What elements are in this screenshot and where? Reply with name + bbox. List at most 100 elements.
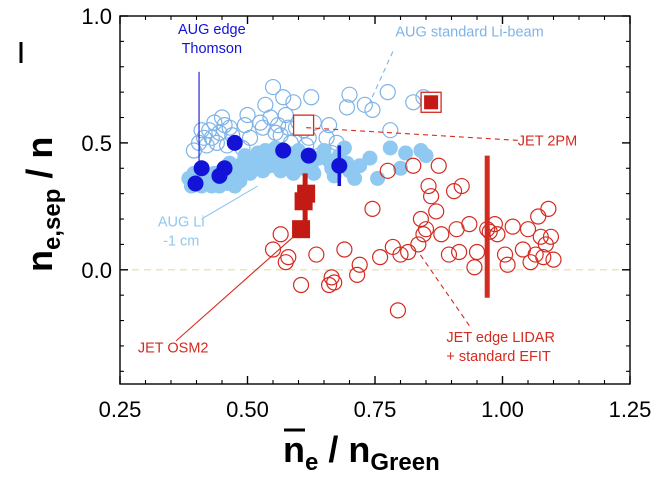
- jet-lidar-point: [392, 246, 409, 263]
- x-axis-title: ne / nGreen: [283, 429, 440, 476]
- jet-2pm-label: JET 2PM: [518, 133, 577, 149]
- aug-li-beam-point: [338, 99, 356, 116]
- aug-thomson-label: AUG edge: [178, 22, 246, 38]
- aug-thomson-point: [216, 160, 233, 177]
- aug-li-beam-point: [364, 101, 381, 119]
- aug-li-1cm-point: [418, 148, 434, 164]
- aug-li-1cm-point: [398, 145, 414, 161]
- y-tick-label: 0.0: [81, 258, 112, 283]
- jet-lidar-point: [423, 188, 440, 205]
- x-tick-label: 1.25: [609, 397, 652, 422]
- aug-li-label: AUG Li: [158, 215, 205, 231]
- axes-layer: [119, 15, 631, 385]
- aug-li-1cm-point: [362, 150, 378, 166]
- jet-lidar-point: [364, 200, 381, 217]
- y-axis-title: ne,sep / n: [19, 137, 66, 272]
- jet-lidar-point: [420, 177, 437, 195]
- annotation-layer: AUG edge Thomson AUG standard Li-beam JET 2…: [138, 22, 577, 365]
- y-tick-label: 0.5: [81, 131, 112, 156]
- aug-li-1cm-point: [393, 160, 408, 176]
- aug-thomson-point: [193, 160, 210, 177]
- tick-label-layer: 0.25 0.50 0.75 1.00 1.25 0.0 0.5 1.0: [81, 4, 651, 422]
- jet-lidar-point: [468, 243, 486, 261]
- jet-lidar-point: [466, 259, 483, 276]
- jet-lidar-point: [440, 246, 458, 263]
- jet-lidar-point: [389, 302, 407, 319]
- jet-lidar-point: [430, 157, 447, 174]
- jet-osm2-point: [297, 184, 316, 203]
- aug-thomson-point: [331, 157, 348, 174]
- aug-li-beam-point: [321, 117, 338, 134]
- aug-thomson-label: Thomson: [182, 41, 242, 57]
- jet-lidar-point: [489, 226, 506, 243]
- jet-lidar-point: [545, 251, 562, 268]
- aug-li-leader-line: [201, 185, 258, 220]
- jet-lidar-point: [326, 274, 343, 291]
- aug-li-1cm-point: [232, 173, 248, 189]
- aug-thomson-point: [226, 134, 243, 151]
- jet-lidar-point: [542, 228, 560, 245]
- jet-lidar-point: [451, 243, 468, 261]
- aug-li-beam-point: [379, 84, 396, 101]
- jet-lidar-leader-line: [417, 251, 470, 326]
- y-axis-title-group: ne,sep / n: [19, 42, 66, 272]
- jet-lidar-point: [433, 226, 450, 243]
- aug-thomson-point: [187, 175, 204, 192]
- jet-2pm-point-fill: [424, 95, 439, 110]
- jet-lidar-point: [496, 246, 514, 263]
- jet-lidar-point: [280, 249, 297, 266]
- jet-osm2-point: [292, 220, 311, 239]
- x-tick-label: 0.50: [226, 397, 269, 422]
- jet-lidar-point: [292, 276, 310, 294]
- jet-lidar-point: [405, 157, 422, 174]
- aug-li-label: -1 cm: [163, 234, 199, 250]
- aug-li-beam-point: [239, 106, 256, 124]
- jet-2pm-point: [292, 114, 315, 136]
- y-tick-label: 1.0: [81, 4, 112, 29]
- jet-lidar-point: [410, 236, 427, 253]
- jet-lidar-point: [349, 266, 366, 283]
- jet-lidar-point: [428, 203, 445, 220]
- jet-lidar-point: [379, 162, 396, 179]
- jet-lidar-point: [351, 256, 368, 273]
- jet-lidar-point: [519, 221, 537, 238]
- series-layer: [181, 78, 562, 319]
- jet-lidar-point: [417, 221, 435, 238]
- aug-li-beam-point: [275, 89, 292, 106]
- jet-osm2-leader-line: [175, 236, 294, 342]
- aug-li-beam-label: AUG standard Li-beam: [395, 24, 543, 40]
- jet-lidar-point: [499, 256, 516, 273]
- aug-li-beam-point: [382, 122, 399, 139]
- jet-lidar-point: [535, 249, 552, 266]
- jet-lidar-point: [272, 226, 289, 243]
- axis-title-layer: ne / nGreen ne,sep / n: [19, 42, 440, 476]
- aug-li-1cm-point: [347, 170, 363, 186]
- aug-li-beam-point: [241, 129, 259, 146]
- aug-li-beam-point: [208, 134, 225, 151]
- jet-lidar-label: + standard EFIT: [446, 349, 551, 365]
- aug-li-beam-point: [285, 94, 302, 111]
- plot-frame: [119, 15, 631, 385]
- jet-lidar-point: [540, 200, 557, 217]
- jet-lidar-label: JET edge LIDAR: [446, 330, 555, 346]
- jet-lidar-point: [504, 218, 521, 235]
- aug-li-beam-point: [264, 78, 282, 96]
- x-tick-label: 0.75: [354, 397, 397, 422]
- jet-lidar-point: [453, 177, 470, 195]
- jet-2pm-leader-line: [306, 127, 518, 141]
- jet-lidar-point: [461, 216, 478, 233]
- aug-li-1cm-point: [382, 140, 398, 156]
- aug-thomson-point: [275, 142, 292, 159]
- aug-li-1cm-point: [352, 158, 368, 174]
- jet-lidar-point: [412, 210, 429, 228]
- aug-thomson-point: [300, 147, 317, 164]
- aug-li-1cm-point: [306, 165, 322, 181]
- aug-li-beam-point: [341, 86, 358, 103]
- aug-li-beam-leader-line: [369, 51, 394, 103]
- jet-lidar-point: [336, 241, 353, 258]
- aug-li-beam-point: [303, 89, 320, 106]
- jet-lidar-point: [372, 249, 389, 266]
- jet-lidar-point: [264, 241, 282, 258]
- jet-lidar-point: [527, 246, 544, 263]
